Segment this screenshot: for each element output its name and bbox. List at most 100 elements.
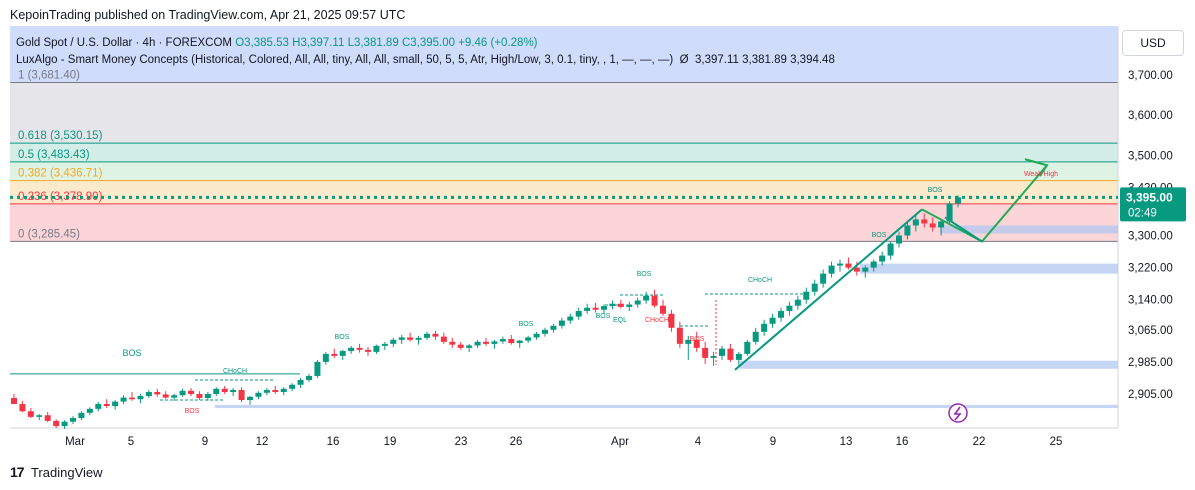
candle-body[interactable] [145, 391, 152, 397]
candle-body[interactable] [247, 396, 253, 401]
candle-body[interactable] [171, 395, 178, 398]
candle-body[interactable] [11, 398, 17, 405]
symbol-name[interactable]: Gold Spot / U.S. Dollar · 4h · FOREXCOM [16, 37, 233, 49]
candle-body[interactable] [78, 412, 85, 419]
candle-body[interactable] [213, 388, 220, 394]
candle-body[interactable] [828, 265, 835, 274]
candle-body[interactable] [86, 408, 93, 413]
candle-body[interactable] [154, 391, 161, 395]
candle-body[interactable] [179, 390, 186, 396]
candle-body[interactable] [542, 329, 548, 334]
candle-body[interactable] [929, 223, 936, 228]
candle-body[interactable] [567, 316, 574, 321]
candle-body[interactable] [904, 225, 911, 236]
candle-body[interactable] [322, 353, 329, 362]
candle-body[interactable] [204, 394, 211, 399]
candle-body[interactable] [575, 310, 582, 317]
candle-body[interactable] [424, 333, 430, 338]
candle-body[interactable] [314, 361, 321, 376]
candle-body[interactable] [887, 243, 894, 256]
candle-body[interactable] [837, 263, 843, 266]
candle-body[interactable] [440, 336, 447, 342]
candle-body[interactable] [188, 390, 194, 394]
candle-body[interactable] [626, 304, 633, 307]
candle-body[interactable] [794, 299, 801, 306]
candle-body[interactable] [365, 349, 371, 352]
candle-body[interactable] [811, 283, 818, 292]
candle-body[interactable] [19, 404, 26, 412]
candle-body[interactable] [660, 305, 666, 314]
candle-body[interactable] [558, 320, 565, 326]
candle-body[interactable] [702, 347, 709, 358]
candle-body[interactable] [27, 411, 34, 417]
candle-body[interactable] [853, 267, 860, 272]
candle-body[interactable] [297, 379, 304, 385]
candle-body[interactable] [710, 355, 717, 358]
event-lightning-icon[interactable] [948, 403, 968, 423]
candle-body[interactable] [373, 345, 380, 352]
candle-body[interactable] [676, 327, 683, 344]
candle-body[interactable] [61, 421, 68, 427]
candle-body[interactable] [348, 347, 355, 352]
candle-body[interactable] [946, 203, 953, 222]
candle-body[interactable] [693, 339, 700, 348]
candle-body[interactable] [263, 389, 270, 393]
candle-body[interactable] [331, 353, 338, 356]
candle-body[interactable] [112, 401, 119, 407]
candle-body[interactable] [466, 345, 473, 348]
candle-body[interactable] [137, 396, 144, 400]
candle-body[interactable] [601, 306, 607, 310]
candle-body[interactable] [129, 397, 135, 400]
candle-body[interactable] [499, 339, 506, 342]
candle-body[interactable] [862, 267, 869, 272]
candle-body[interactable] [120, 397, 127, 402]
indicator-name[interactable]: LuxAlgo - Smart Money Concepts (Historic… [16, 54, 674, 66]
candle-body[interactable] [508, 339, 515, 344]
candle-body[interactable] [449, 341, 456, 345]
candle-body[interactable] [870, 261, 877, 268]
candle-body[interactable] [744, 341, 751, 354]
candle-body[interactable] [786, 305, 793, 311]
candle-body[interactable] [803, 291, 810, 300]
candle-body[interactable] [339, 351, 346, 356]
candle-body[interactable] [584, 307, 591, 311]
candle-body[interactable] [491, 341, 498, 344]
candle-body[interactable] [617, 303, 624, 307]
candle-body[interactable] [306, 375, 312, 380]
candle-body[interactable] [289, 384, 296, 389]
candle-body[interactable] [44, 415, 51, 421]
candle-body[interactable] [196, 394, 203, 399]
candle-body[interactable] [719, 348, 725, 356]
candle-body[interactable] [70, 418, 76, 422]
candle-body[interactable] [778, 310, 784, 318]
candle-body[interactable] [525, 337, 532, 341]
candle-body[interactable] [550, 325, 557, 330]
candle-body[interactable] [761, 323, 768, 332]
candle-body[interactable] [685, 339, 692, 344]
candle-body[interactable] [820, 273, 827, 284]
candle-body[interactable] [516, 340, 523, 344]
candle-body[interactable] [879, 255, 886, 262]
candle-body[interactable] [255, 392, 262, 397]
candle-body[interactable] [474, 341, 481, 346]
candle-body[interactable] [938, 221, 945, 228]
candle-body[interactable] [533, 333, 540, 338]
candle-body[interactable] [735, 353, 742, 360]
candle-body[interactable] [230, 389, 237, 392]
candle-body[interactable] [668, 313, 675, 328]
candle-body[interactable] [53, 420, 60, 427]
candle-body[interactable] [390, 339, 397, 344]
candle-body[interactable] [643, 295, 650, 301]
candle-body[interactable] [238, 389, 245, 401]
currency-button[interactable]: USD [1122, 30, 1184, 56]
candle-body[interactable] [95, 404, 102, 409]
candle-body[interactable] [727, 348, 734, 360]
candle-body[interactable] [280, 388, 287, 392]
candle-body[interactable] [272, 389, 279, 392]
candle-body[interactable] [634, 300, 641, 305]
candle-body[interactable] [407, 337, 414, 340]
candle-body[interactable] [896, 235, 902, 244]
candle-body[interactable] [921, 219, 928, 224]
candle-body[interactable] [769, 317, 776, 324]
